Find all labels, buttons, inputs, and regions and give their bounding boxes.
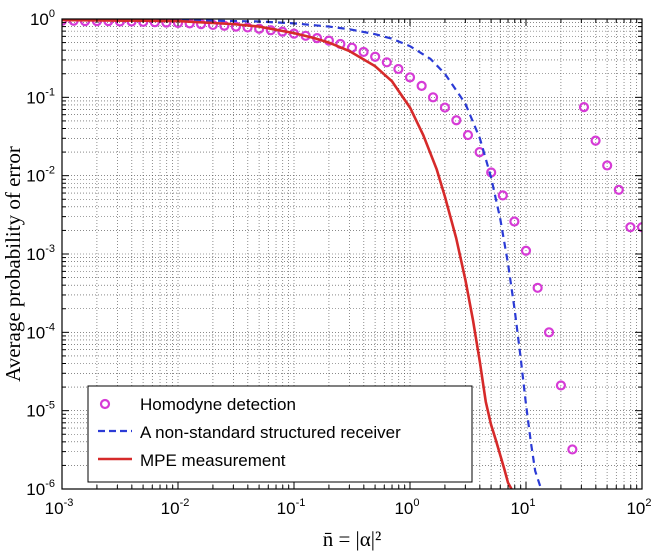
data-point	[370, 51, 381, 62]
data-point	[509, 216, 520, 227]
y-tick-label: 10-2	[26, 165, 55, 186]
data-point	[567, 444, 578, 455]
data-point	[393, 63, 404, 75]
data-point	[230, 21, 242, 32]
data-point	[358, 46, 369, 58]
x-tick-label: 10-2	[161, 497, 190, 518]
x-axis-title: n̄ = |α|²	[323, 527, 382, 551]
x-tick-label: 102	[626, 497, 651, 518]
data-point	[625, 222, 636, 233]
data-point	[462, 129, 474, 141]
data-point	[613, 184, 624, 195]
data-point	[439, 102, 451, 113]
data-point	[543, 327, 555, 338]
x-tick-label: 10-3	[45, 497, 74, 518]
data-point	[497, 190, 508, 201]
data-point	[520, 245, 532, 256]
data-point	[636, 222, 642, 233]
y-tick-label: 10-4	[26, 321, 55, 342]
y-tick-label: 10-1	[26, 86, 55, 107]
grid	[62, 19, 642, 489]
series-line	[62, 19, 543, 489]
legend-symbol-homodyne	[99, 398, 111, 410]
legend-label-mpe: MPE measurement	[140, 451, 286, 470]
data-point	[416, 80, 427, 91]
data-point	[161, 19, 172, 28]
data-point	[254, 23, 265, 34]
data-point	[172, 19, 184, 29]
y-tick-label: 100	[30, 8, 55, 29]
legend: Homodyne detection A non-standard struct…	[87, 385, 473, 483]
y-tick-label: 10-3	[26, 243, 55, 264]
data-point	[195, 19, 207, 30]
legend-box	[87, 385, 473, 483]
legend-label-homodyne: Homodyne detection	[140, 395, 296, 414]
data-point	[404, 72, 416, 83]
data-point	[590, 135, 601, 146]
data-point	[242, 22, 253, 33]
data-point	[381, 57, 392, 68]
legend-label-structured-receiver: A non-standard structured receiver	[140, 423, 401, 442]
series-line	[62, 19, 513, 489]
x-tick-label: 100	[394, 497, 419, 518]
series-layer	[62, 19, 642, 489]
x-tick-label: 101	[510, 497, 535, 518]
data-point	[532, 282, 543, 293]
data-point	[451, 115, 462, 126]
data-point	[427, 92, 439, 103]
series-1	[62, 19, 543, 489]
y-axis-title: Average probability of error	[1, 146, 25, 382]
y-tick-label: 10-6	[26, 478, 55, 499]
data-point	[578, 102, 590, 113]
series-2	[62, 19, 513, 489]
x-tick-label: 10-1	[277, 497, 306, 518]
legend-marker	[99, 398, 111, 410]
data-point	[602, 160, 613, 171]
data-point	[555, 380, 567, 391]
y-tick-label: 10-5	[26, 400, 55, 421]
ticks: 10-3 10-2 10-1 100 101 102 100 10-1 10-2 10-3 10-4…	[26, 8, 651, 518]
